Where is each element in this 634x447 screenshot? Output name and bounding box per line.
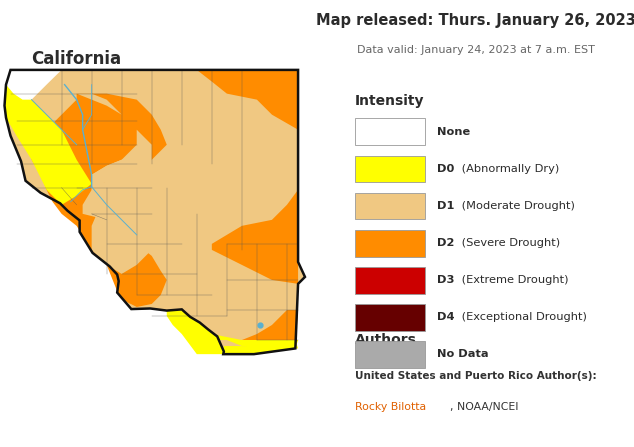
Text: Map released: Thurs. January 26, 2023: Map released: Thurs. January 26, 2023 [316,13,634,29]
FancyBboxPatch shape [355,118,425,145]
FancyBboxPatch shape [355,341,425,368]
Text: California: California [32,50,122,68]
Text: (Moderate Drought): (Moderate Drought) [458,201,575,211]
FancyBboxPatch shape [355,267,425,294]
Text: , NOAA/NCEI: , NOAA/NCEI [450,402,519,412]
Text: (Abnormally Dry): (Abnormally Dry) [458,164,560,174]
Text: Rocky Bilotta: Rocky Bilotta [355,402,426,412]
Text: D4: D4 [437,312,455,322]
Polygon shape [167,309,224,354]
Polygon shape [4,70,305,354]
Text: None: None [437,127,470,137]
Text: Authors: Authors [355,333,417,347]
Polygon shape [4,84,92,205]
Polygon shape [6,70,61,100]
Text: No Data: No Data [437,350,489,359]
Text: © University of Nebraska-Lincoln: © University of Nebraska-Lincoln [10,427,205,438]
FancyBboxPatch shape [355,193,425,219]
Polygon shape [92,154,152,196]
Polygon shape [77,93,152,190]
Text: United States and Puerto Rico Author(s):: United States and Puerto Rico Author(s): [355,371,597,381]
Polygon shape [137,70,298,130]
Polygon shape [212,334,298,352]
FancyBboxPatch shape [355,156,425,182]
Text: D3: D3 [437,275,455,285]
FancyBboxPatch shape [355,304,425,331]
Text: Intensity: Intensity [355,94,425,108]
Text: D2: D2 [437,238,455,248]
Text: (Extreme Drought): (Extreme Drought) [458,275,569,285]
FancyBboxPatch shape [355,230,425,257]
Polygon shape [92,175,161,274]
Polygon shape [32,93,167,307]
Polygon shape [6,84,32,100]
Text: D1: D1 [437,201,455,211]
Text: (Exceptional Drought): (Exceptional Drought) [458,312,587,322]
Text: D0: D0 [437,164,455,174]
Polygon shape [242,310,298,349]
Text: (Severe Drought): (Severe Drought) [458,238,560,248]
Text: Data valid: January 24, 2023 at 7 a.m. EST: Data valid: January 24, 2023 at 7 a.m. E… [356,45,595,55]
Polygon shape [212,190,298,284]
Polygon shape [223,340,298,354]
